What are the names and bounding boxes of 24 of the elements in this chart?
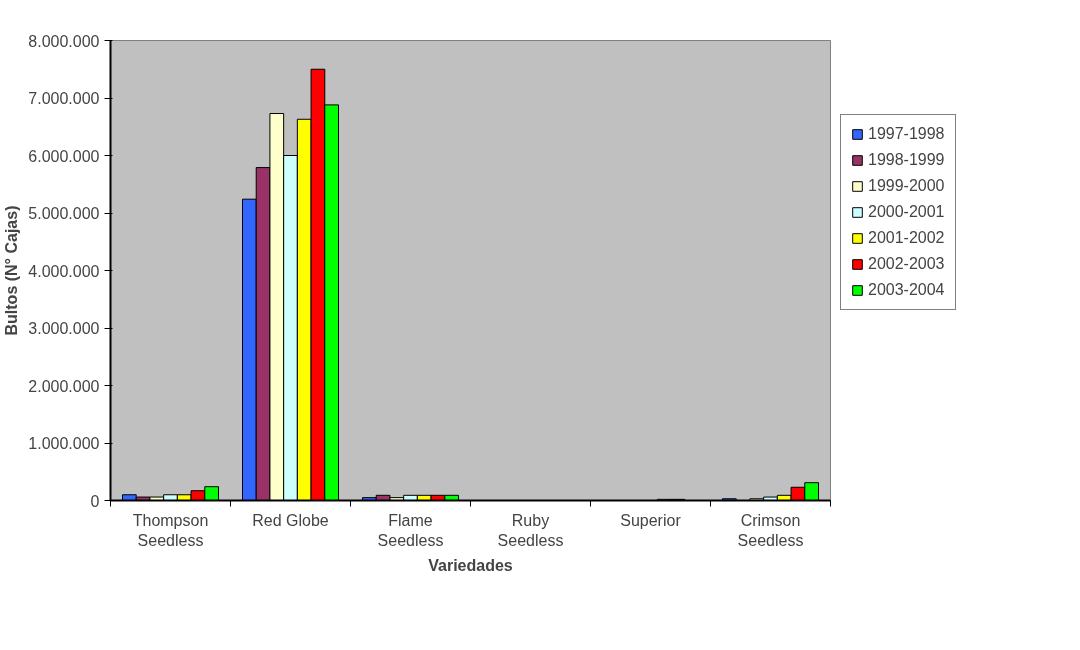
y-tick-label: 7.000.000 <box>28 90 100 107</box>
legend-label: 1997-1998 <box>868 125 945 143</box>
x-tick-label: Flame Seedless <box>377 511 444 549</box>
y-tick-label: 3.000.000 <box>28 320 100 337</box>
legend-label: 2000-2001 <box>868 203 945 221</box>
legend-label: 2002-2003 <box>868 255 945 273</box>
y-tick-label: 1.000.000 <box>28 435 100 452</box>
x-tick-label: Ruby Seedless <box>497 511 564 549</box>
y-tick-label: 6.000.000 <box>28 147 100 165</box>
legend-label: 2003-2004 <box>868 281 945 299</box>
x-tick-label: Crimson Seedless <box>737 511 804 549</box>
x-tick-label: Superior <box>620 511 682 529</box>
x-tick-label: Thompson Seedless <box>132 511 209 549</box>
legend-label: 1999-2000 <box>868 177 945 195</box>
y-axis-title: Bultos (N° Cajas) <box>3 205 21 336</box>
x-axis-title: Variedades <box>428 556 513 574</box>
x-tick-label: Red Globe <box>252 511 329 529</box>
y-tick-label: 4.000.000 <box>28 262 100 280</box>
legend-label: 1998-1999 <box>868 151 945 169</box>
y-tick-label: 0 <box>90 492 100 510</box>
y-tick-label: 8.000.000 <box>28 32 100 50</box>
y-tick-label: 5.000.000 <box>28 205 100 222</box>
legend-label: 2001-2002 <box>868 229 945 247</box>
y-tick-label: 2.000.000 <box>28 377 100 395</box>
